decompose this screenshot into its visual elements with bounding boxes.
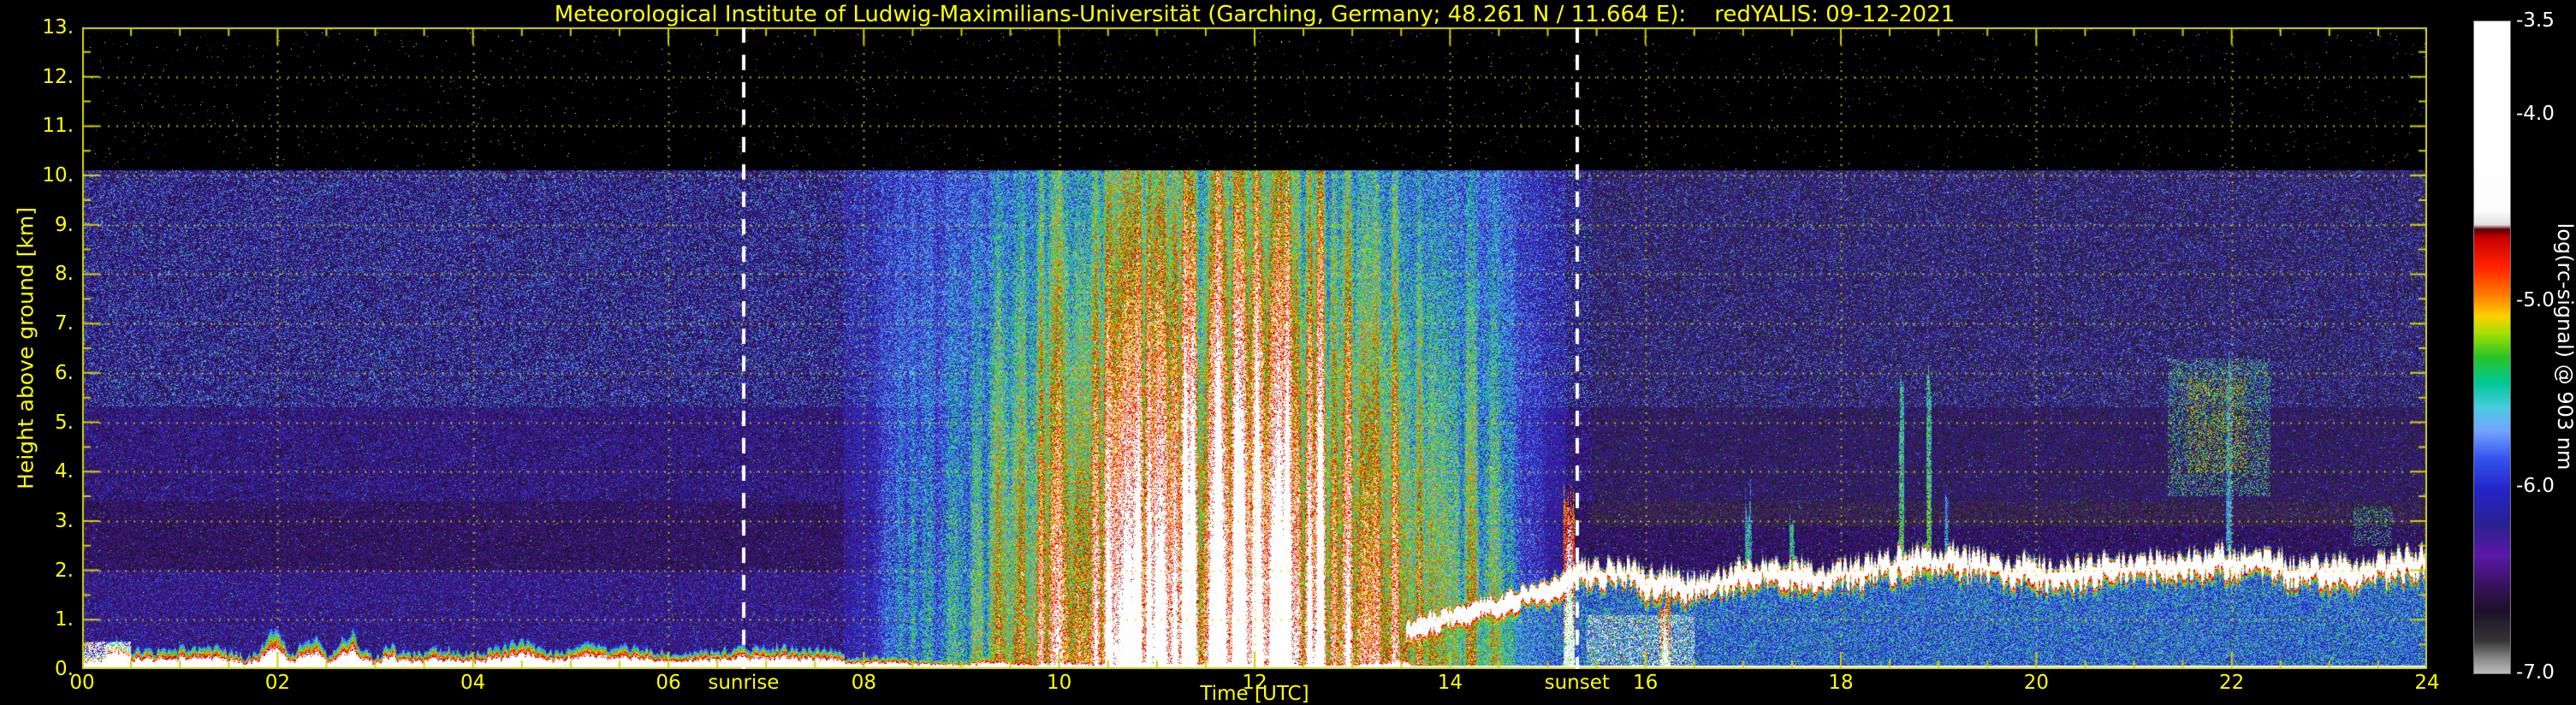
y-tick-label: 4. — [55, 460, 74, 483]
y-tick-label: 1. — [55, 608, 74, 631]
sunset-label: sunset — [1544, 672, 1610, 694]
colorbar-tick-label: -7.0 — [2516, 661, 2555, 684]
colorbar-tick-label: -6.0 — [2516, 475, 2555, 498]
y-tick-label: 12. — [42, 65, 74, 88]
x-tick-label: 00 — [69, 672, 95, 694]
x-tick-label: 12 — [1242, 672, 1267, 694]
y-tick-label: 13. — [42, 16, 74, 39]
x-tick-label: 06 — [656, 672, 681, 694]
y-tick-label: 5. — [55, 411, 74, 434]
y-tick-label: 11. — [42, 115, 74, 138]
y-tick-label: 0. — [55, 658, 74, 680]
x-axis-label: Time [UTC] — [1200, 683, 1309, 705]
y-tick-label: 7. — [55, 312, 74, 335]
x-tick-label: 02 — [264, 672, 290, 694]
colorbar — [2473, 21, 2511, 674]
x-tick-label: 08 — [851, 672, 876, 694]
colorbar-tick-label: -5.0 — [2516, 288, 2555, 311]
x-tick-label: 10 — [1047, 672, 1072, 694]
x-tick-label: 22 — [2219, 672, 2245, 694]
x-tick-label: 14 — [1437, 672, 1463, 694]
x-tick-label: 20 — [2023, 672, 2049, 694]
y-tick-label: 8. — [55, 263, 74, 286]
x-tick-label: 16 — [1633, 672, 1659, 694]
y-axis-label: Height above ground [km] — [13, 207, 39, 489]
page-title: Meteorological Institute of Ludwig-Maxim… — [554, 2, 1956, 27]
y-tick-label: 3. — [55, 509, 74, 532]
y-tick-label: 9. — [55, 213, 74, 236]
colorbar-tick-label: -4.0 — [2516, 102, 2555, 125]
x-tick-label: 18 — [1828, 672, 1854, 694]
colorbar-label: log(rc-signal) @ 903 nm — [2553, 222, 2576, 471]
heatmap-canvas — [82, 27, 2427, 669]
y-tick-label: 6. — [55, 361, 74, 384]
x-tick-label: 24 — [2414, 672, 2440, 694]
x-tick-label: 04 — [460, 672, 486, 694]
colorbar-tick-label: -3.5 — [2516, 9, 2555, 32]
y-tick-label: 2. — [55, 559, 74, 582]
sunrise-label: sunrise — [708, 672, 780, 694]
y-tick-label: 10. — [42, 164, 74, 187]
